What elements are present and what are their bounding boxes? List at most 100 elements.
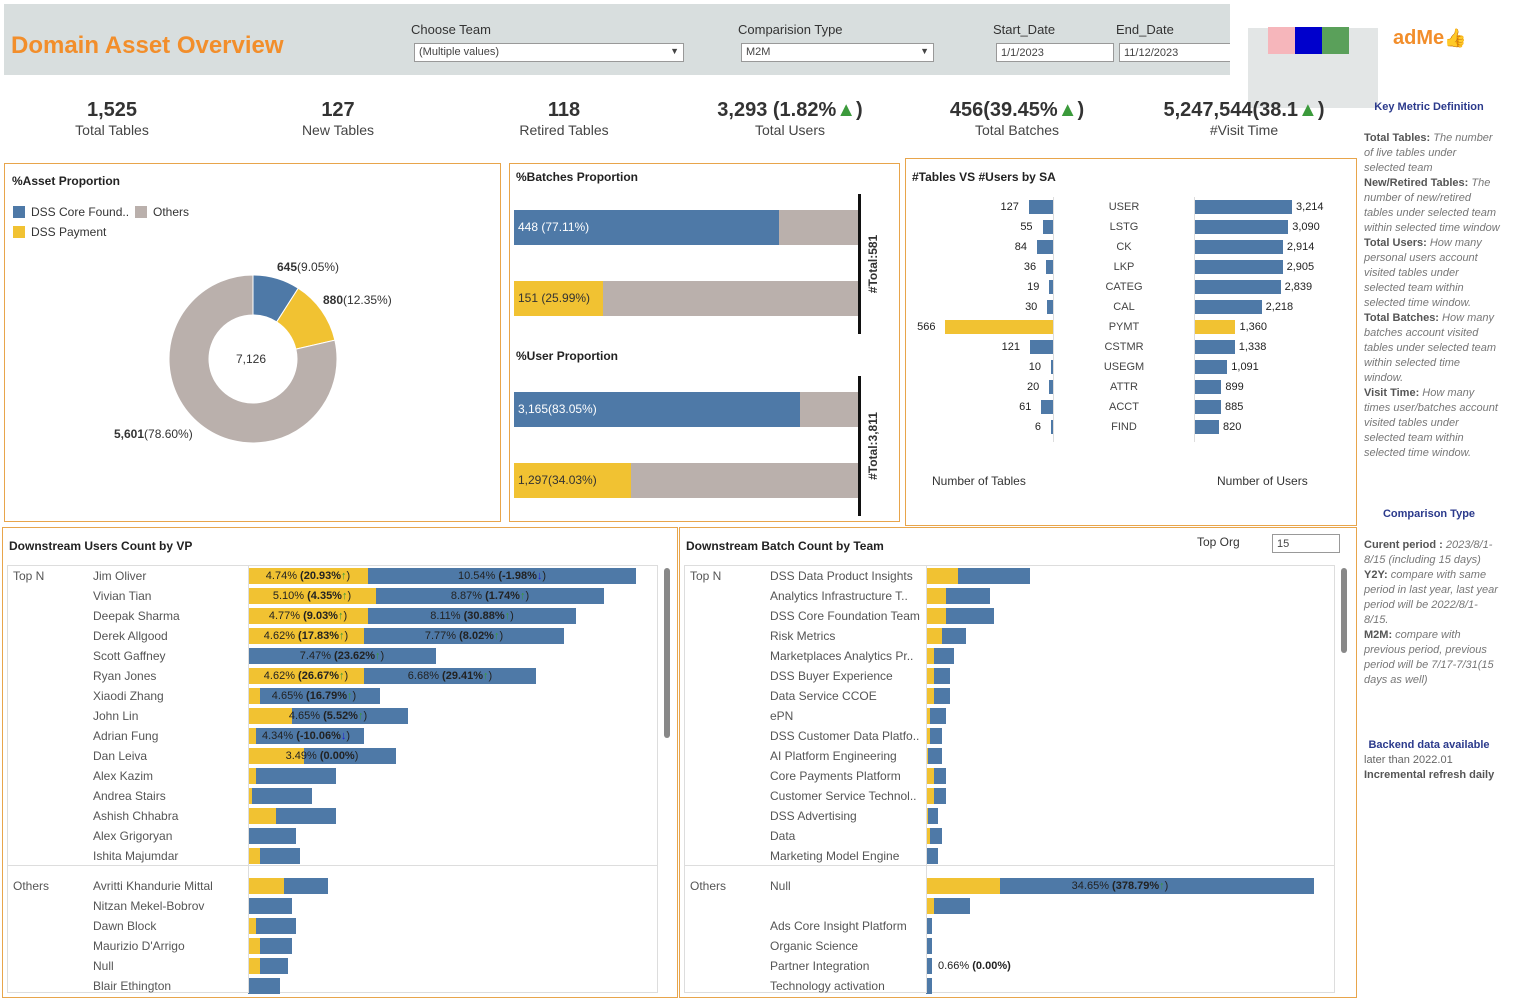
yellow-bar[interactable]: [248, 878, 284, 894]
blue-bar[interactable]: [248, 898, 292, 914]
yellow-bar[interactable]: [926, 728, 930, 744]
row-label[interactable]: Marketing Model Engine: [770, 849, 900, 863]
yellow-bar[interactable]: [248, 668, 364, 684]
users-bar[interactable]: [1194, 260, 1283, 274]
blue-bar[interactable]: [376, 588, 604, 604]
row-label[interactable]: DSS Advertising: [770, 809, 857, 823]
yellow-bar[interactable]: [926, 688, 934, 704]
row-label[interactable]: Dan Leiva: [93, 749, 148, 763]
row-label[interactable]: Partner Integration: [770, 959, 870, 973]
end-date-input[interactable]: [1119, 43, 1237, 62]
yellow-bar[interactable]: [248, 608, 368, 624]
team-scrollbar[interactable]: [1341, 568, 1347, 653]
yellow-bar[interactable]: [926, 608, 946, 624]
yellow-bar[interactable]: [248, 918, 256, 934]
blue-bar[interactable]: [926, 978, 932, 994]
blue-bar[interactable]: [260, 958, 288, 974]
yellow-bar[interactable]: [248, 848, 260, 864]
row-label[interactable]: Blair Ethington: [93, 979, 172, 993]
row-label[interactable]: Ads Core Insight Platform: [770, 919, 907, 933]
yellow-bar[interactable]: [248, 938, 260, 954]
blue-bar[interactable]: [248, 648, 436, 664]
blue-bar[interactable]: [368, 608, 576, 624]
tables-bar[interactable]: [1051, 360, 1053, 374]
row-label[interactable]: Ryan Jones: [93, 669, 157, 683]
start-date-input[interactable]: [996, 43, 1114, 62]
blue-bar[interactable]: [256, 918, 296, 934]
blue-bar[interactable]: [930, 828, 942, 844]
yellow-bar[interactable]: [926, 708, 930, 724]
yellow-bar[interactable]: [248, 568, 368, 584]
blue-bar[interactable]: [284, 878, 328, 894]
blue-bar[interactable]: [926, 918, 932, 934]
blue-bar[interactable]: [934, 898, 970, 914]
yellow-bar[interactable]: [248, 628, 364, 644]
blue-bar[interactable]: [958, 568, 1030, 584]
blue-bar[interactable]: [260, 688, 380, 704]
blue-bar[interactable]: [928, 748, 942, 764]
yellow-bar[interactable]: [926, 898, 934, 914]
yellow-bar[interactable]: [248, 588, 376, 604]
row-label[interactable]: DSS Core Foundation Team: [770, 609, 920, 623]
row-label[interactable]: Alex Kazim: [93, 769, 154, 783]
blue-bar[interactable]: [928, 808, 938, 824]
blue-bar[interactable]: [934, 668, 950, 684]
users-bar[interactable]: [1194, 320, 1236, 334]
blue-bar[interactable]: [256, 768, 336, 784]
donut-slice-2[interactable]: [168, 274, 338, 444]
tables-bar[interactable]: [1047, 300, 1053, 314]
blue-bar[interactable]: [934, 648, 954, 664]
blue-bar[interactable]: [292, 708, 408, 724]
tables-bar[interactable]: [1042, 220, 1053, 234]
yellow-bar[interactable]: [248, 808, 276, 824]
yellow-bar[interactable]: [926, 588, 946, 604]
row-label[interactable]: Ashish Chhabra: [93, 809, 179, 823]
blue-bar[interactable]: [248, 978, 280, 994]
users-bar[interactable]: [1194, 360, 1228, 374]
blue-bar[interactable]: [934, 768, 946, 784]
users-bar[interactable]: [1194, 220, 1289, 234]
row-label[interactable]: ePN: [770, 709, 794, 723]
blue-bar[interactable]: [252, 788, 312, 804]
row-label[interactable]: Xiaodi Zhang: [93, 689, 164, 703]
blue-bar[interactable]: [368, 568, 636, 584]
yellow-bar[interactable]: [926, 768, 934, 784]
blue-bar[interactable]: [930, 728, 942, 744]
legend-item-payment[interactable]: DSS Payment: [13, 225, 106, 239]
yellow-bar[interactable]: [926, 668, 934, 684]
blue-bar[interactable]: [926, 938, 932, 954]
row-label[interactable]: Null: [93, 959, 114, 973]
yellow-bar[interactable]: [248, 958, 260, 974]
row-label[interactable]: Dawn Block: [93, 919, 157, 933]
team-filter-select[interactable]: (Multiple values) ▼: [414, 43, 684, 62]
row-label[interactable]: Tracking Behavior Data: [770, 996, 895, 997]
users-bar[interactable]: [1194, 200, 1293, 214]
yellow-bar[interactable]: [248, 748, 304, 764]
row-label[interactable]: Ishita Majumdar: [93, 849, 179, 863]
blue-bar[interactable]: [926, 848, 938, 864]
row-label[interactable]: Data: [770, 829, 796, 843]
yellow-bar[interactable]: [248, 768, 256, 784]
row-label[interactable]: Technology activation: [770, 979, 885, 993]
legend-item-others[interactable]: Others: [135, 205, 189, 219]
users-bar[interactable]: [1194, 340, 1235, 354]
yellow-bar[interactable]: [248, 788, 252, 804]
blue-bar[interactable]: [1000, 878, 1314, 894]
row-label[interactable]: Nitzan Mekel-Bobrov: [93, 899, 205, 913]
blue-bar[interactable]: [304, 748, 396, 764]
row-label[interactable]: Data Service CCOE: [770, 689, 877, 703]
tables-bar[interactable]: [1049, 280, 1053, 294]
row-label[interactable]: John Lin: [93, 709, 139, 723]
yellow-bar[interactable]: [248, 708, 292, 724]
row-label[interactable]: Avritti Khandurie Mittal: [93, 879, 213, 893]
yellow-bar[interactable]: [926, 788, 934, 804]
blue-bar[interactable]: [364, 668, 536, 684]
blue-bar[interactable]: [946, 608, 994, 624]
tables-bar[interactable]: [1037, 240, 1053, 254]
row-label[interactable]: Andrea Stairs: [93, 789, 166, 803]
users-bar[interactable]: [1194, 240, 1283, 254]
users-bar[interactable]: [1194, 280, 1281, 294]
tables-bar[interactable]: [945, 320, 1053, 334]
yellow-bar[interactable]: [248, 728, 256, 744]
blue-bar[interactable]: [934, 688, 950, 704]
